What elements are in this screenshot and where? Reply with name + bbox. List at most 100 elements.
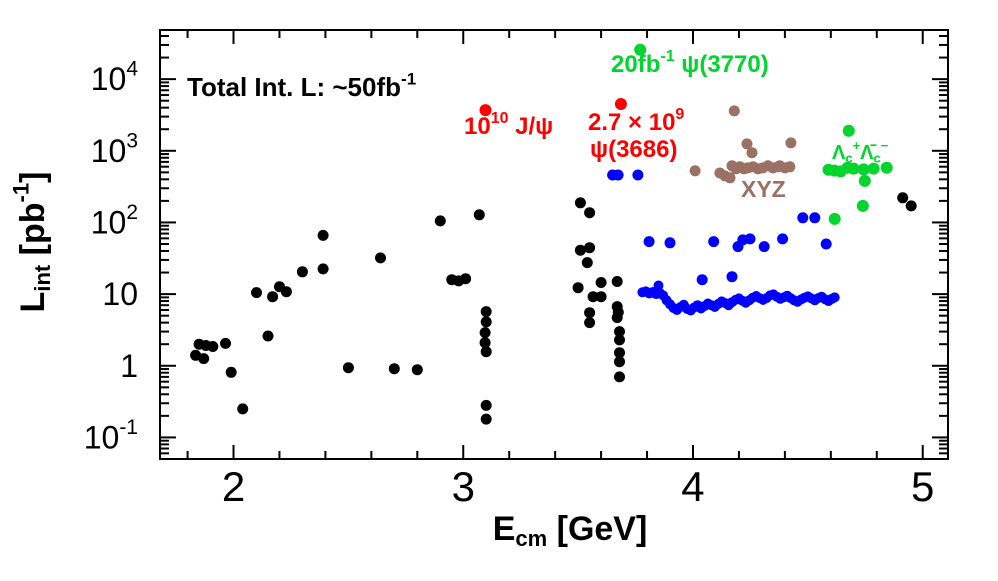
psi3686-name-label: ψ(3686) [590,136,677,163]
data-point [480,413,492,425]
data-point [614,98,627,110]
data-point [632,169,644,181]
psi3770-label: 20fb-1 ψ(3770) [611,48,769,78]
data-point [262,330,274,342]
data-point [857,163,870,176]
x-ticks [186,30,924,459]
data-point [797,212,809,224]
data-point [653,280,664,291]
data-point [664,237,676,249]
data-point [829,292,840,303]
y-tick-label: 104 [91,58,139,97]
data-point [581,257,593,269]
data-point [728,105,740,117]
data-point [614,371,625,383]
xyz-label: XYZ [741,176,786,202]
data-point [317,229,329,241]
y-tick-label: 1 [120,348,138,384]
data-point [587,291,599,303]
series-red-jpsi-psi3686-points [479,98,627,117]
data-point [411,364,423,376]
data-point [777,233,789,245]
data-point [584,242,596,254]
series-blue-xyz-scan-points [607,169,832,286]
y-tick-label: 10 [102,276,138,312]
data-point [880,161,893,174]
data-point [867,162,880,175]
x-tick-label: 2 [222,463,245,510]
data-point [460,273,472,285]
series-brown-xyz-points [689,105,797,184]
data-point [785,137,797,149]
data-point [480,399,492,411]
series-green-psi3770-lambdac-points [634,43,893,225]
lambdac-label: Λc+Λ̄c− [832,138,889,166]
data-point [296,266,308,278]
data-point [724,172,736,184]
data-point [574,197,586,209]
data-point [388,363,400,375]
data-point [237,403,249,415]
data-point [820,238,832,250]
data-point [225,366,237,378]
data-point [198,353,210,365]
data-point [473,209,485,221]
data-point [614,347,625,359]
total-luminosity-label: Total Int. L: ~50fb-1 [187,69,416,102]
x-tick-label: 4 [681,463,704,510]
y-axis-title: Lint [pb-1] [9,172,55,313]
data-point [612,169,624,181]
data-point [595,277,607,288]
data-point [696,274,708,286]
data-point [375,252,386,264]
data-point [479,337,491,349]
data-point [572,282,584,294]
data-point [856,199,869,212]
data-point [847,162,860,175]
data-point [726,271,738,283]
data-point [434,215,446,227]
data-point [574,244,586,256]
data-point [207,341,219,352]
data-point [809,212,821,224]
y-tick-label: 10-1 [84,416,138,455]
series-blue-rscan-band [637,280,840,316]
data-point [479,327,491,339]
y-tick-label: 103 [91,129,138,168]
y-ticks [160,34,948,455]
data-point [744,233,756,245]
data-point [614,356,625,368]
data-point [595,291,607,303]
data-point [480,316,492,328]
data-point [614,334,625,346]
data-point [611,276,623,287]
data-point [251,287,262,299]
data-point [689,165,701,177]
data-point [828,212,841,225]
x-tick-label: 5 [911,463,934,510]
x-tick-labels: 2 3 4 5 [222,463,935,510]
plot-frame [159,29,949,460]
data-point [634,43,647,56]
data-point [584,307,596,319]
data-point [479,104,492,117]
data-point [858,174,871,187]
data-point [614,326,625,338]
data-point [317,263,329,275]
jpsi-label: 1010 J/ψ [464,110,553,140]
x-tick-label: 3 [452,463,475,510]
data-point [741,138,753,150]
y-tick-label: 102 [91,201,138,240]
series-black-scan-points [190,192,917,425]
data-point [643,236,655,248]
data-point [267,291,279,303]
data-point [746,147,758,159]
data-point [758,241,770,253]
data-point [611,312,623,324]
data-point [708,236,720,248]
data-point [480,346,492,358]
